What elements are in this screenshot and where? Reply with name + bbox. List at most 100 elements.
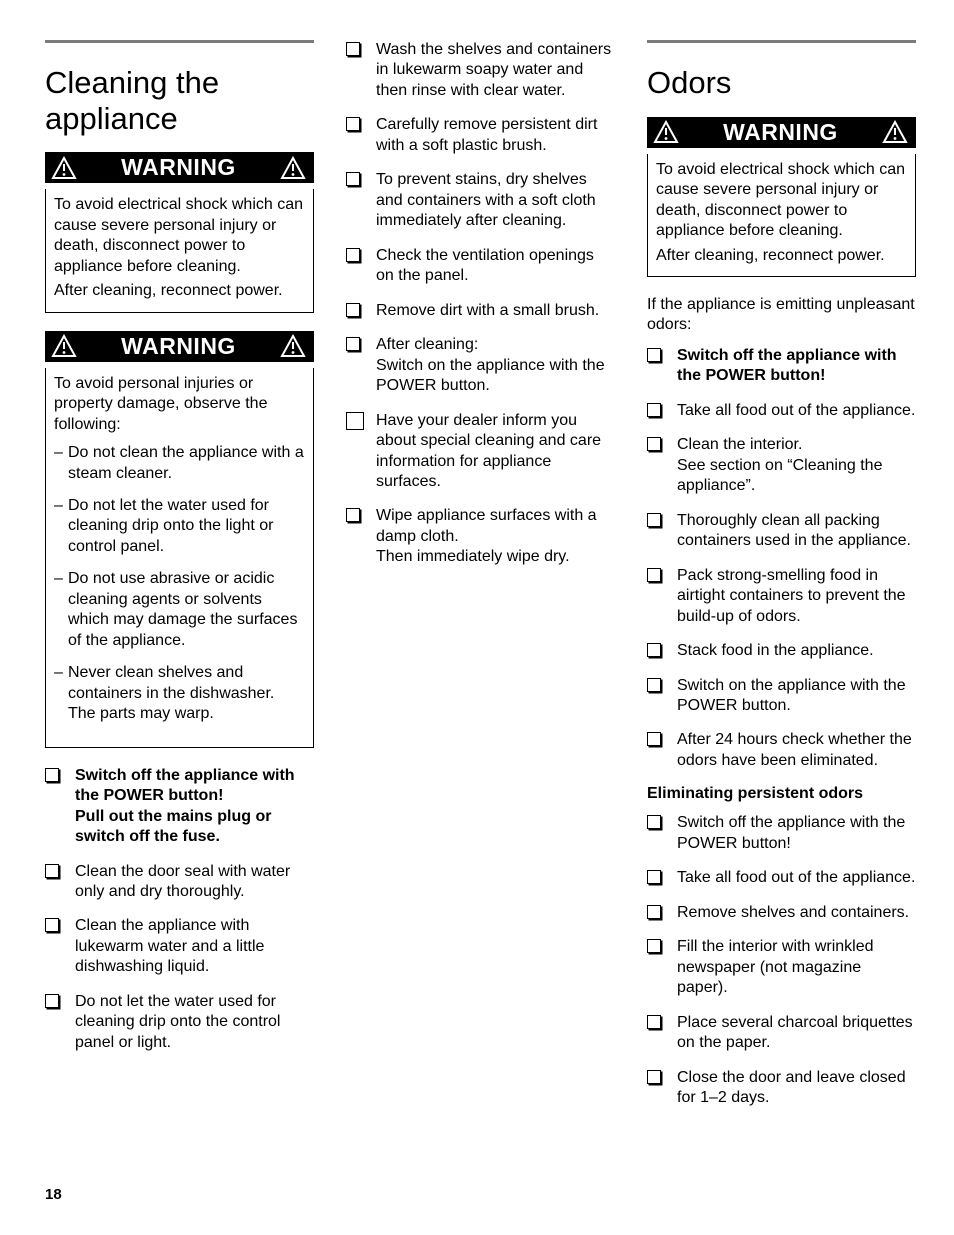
checkbox-icon — [647, 1015, 661, 1029]
list-item: Pack strong-smelling food in airtight co… — [647, 566, 916, 627]
checkbox-icon — [647, 678, 661, 692]
list-item: To prevent stains, dry shelves and conta… — [346, 170, 615, 231]
step-text: Do not let the water used for cleaning d… — [75, 993, 280, 1051]
checkbox-icon — [346, 117, 360, 131]
warning-label: WARNING — [77, 333, 280, 360]
step-text: Close the door and leave closed for 1–2 … — [677, 1069, 906, 1106]
warning-icon — [280, 156, 306, 180]
step-text: Check the ventilation openings on the pa… — [376, 247, 594, 284]
checkbox-icon — [647, 815, 661, 829]
list-item: Have your dealer inform you about specia… — [346, 411, 615, 493]
step-text: To prevent stains, dry shelves and conta… — [376, 171, 596, 229]
step-text: Take all food out of the appliance. — [677, 402, 915, 419]
warning-icon — [51, 156, 77, 180]
warning-text: To avoid personal injuries or property d… — [54, 374, 305, 435]
list-item: Do not clean the appliance with a steam … — [54, 443, 305, 484]
list-item: After 24 hours check whether the odors h… — [647, 730, 916, 771]
warning-icon — [280, 334, 306, 358]
note-box-icon — [346, 412, 364, 430]
column-rule — [45, 40, 314, 43]
list-item: Take all food out of the appliance. — [647, 868, 916, 888]
list-item: Switch on the appliance with the POWER b… — [647, 676, 916, 717]
list-item: Take all food out of the appliance. — [647, 401, 916, 421]
list-item: Switch off the appliance with the POWER … — [647, 346, 916, 387]
checkbox-icon — [647, 513, 661, 527]
checkbox-icon — [346, 303, 360, 317]
list-item: Do not use abrasive or acidic cleaning a… — [54, 569, 305, 651]
checkbox-icon — [346, 172, 360, 186]
warning-text: To avoid electrical shock which can caus… — [54, 195, 305, 277]
step-text: Switch off the appliance with the POWER … — [677, 814, 905, 851]
cleaning-steps-cont: Wash the shelves and containers in lukew… — [346, 40, 615, 568]
checkbox-icon — [45, 994, 59, 1008]
page-number: 18 — [45, 1186, 62, 1203]
list-item: Check the ventilation openings on the pa… — [346, 246, 615, 287]
checkbox-icon — [45, 768, 59, 782]
checkbox-icon — [647, 732, 661, 746]
step-text: Remove shelves and containers. — [677, 904, 909, 921]
step-text: Take all food out of the appliance. — [677, 869, 915, 886]
step-text: Stack food in the appliance. — [677, 642, 874, 659]
heading-odors: Odors — [647, 65, 916, 101]
list-item: Thoroughly clean all packing containers … — [647, 511, 916, 552]
step-text: Clean the appliance with lukewarm water … — [75, 917, 264, 975]
odors-intro: If the appliance is emitting unpleasant … — [647, 295, 916, 336]
cleaning-steps: Switch off the appliance with the POWER … — [45, 766, 314, 1054]
warning-label: WARNING — [679, 119, 882, 146]
warning-banner-1: WARNING — [45, 152, 314, 183]
step-text: Have your dealer inform you about specia… — [376, 412, 601, 490]
list-item: Place several charcoal briquettes on the… — [647, 1013, 916, 1054]
warning-text: After cleaning, reconnect power. — [656, 246, 907, 266]
list-item: Wash the shelves and containers in lukew… — [346, 40, 615, 101]
checkbox-icon — [45, 918, 59, 932]
column-1: Cleaning the appliance WARNING To avoid … — [45, 40, 314, 1123]
warning-box-3: To avoid electrical shock which can caus… — [647, 154, 916, 277]
warning-box-1: To avoid electrical shock which can caus… — [45, 189, 314, 312]
checkbox-icon — [346, 248, 360, 262]
warning-icon — [51, 334, 77, 358]
step-text: Fill the interior with wrinkled newspape… — [677, 938, 874, 996]
list-item: Stack food in the appliance. — [647, 641, 916, 661]
column-3: Odors WARNING To avoid electrical shock … — [647, 40, 916, 1123]
checkbox-icon — [346, 42, 360, 56]
list-item: Clean the door seal with water only and … — [45, 862, 314, 903]
warning-banner-2: WARNING — [45, 331, 314, 362]
subheading-persistent-odors: Eliminating persistent odors — [647, 785, 916, 803]
step-text: After cleaning:Switch on the appliance w… — [376, 336, 605, 394]
step-text: Wash the shelves and containers in lukew… — [376, 41, 611, 99]
warning-icon — [882, 120, 908, 144]
checkbox-icon — [647, 348, 661, 362]
odors-steps: Switch off the appliance with the POWER … — [647, 346, 916, 772]
checkbox-icon — [647, 437, 661, 451]
checkbox-icon — [647, 1070, 661, 1084]
step-text: Carefully remove persistent dirt with a … — [376, 116, 597, 153]
column-rule — [647, 40, 916, 43]
list-item: Close the door and leave closed for 1–2 … — [647, 1068, 916, 1109]
step-text: Switch off the appliance with the POWER … — [75, 767, 295, 845]
step-text: Pack strong-smelling food in airtight co… — [677, 567, 906, 625]
step-text: Switch off the appliance with the POWER … — [677, 347, 897, 384]
step-text: Clean the door seal with water only and … — [75, 863, 290, 900]
list-item: Wipe appliance surfaces with a damp clot… — [346, 506, 615, 567]
checkbox-icon — [647, 568, 661, 582]
list-item: Switch off the appliance with the POWER … — [647, 813, 916, 854]
list-item: Switch off the appliance with the POWER … — [45, 766, 314, 848]
warning-banner-3: WARNING — [647, 117, 916, 148]
step-text: Clean the interior.See section on “Clean… — [677, 436, 882, 494]
list-item: Clean the interior.See section on “Clean… — [647, 435, 916, 496]
list-item: After cleaning:Switch on the appliance w… — [346, 335, 615, 396]
step-text: Wipe appliance surfaces with a damp clot… — [376, 507, 597, 565]
checkbox-icon — [647, 905, 661, 919]
heading-cleaning: Cleaning the appliance — [45, 65, 314, 136]
checkbox-icon — [45, 864, 59, 878]
checkbox-icon — [647, 939, 661, 953]
list-item: Clean the appliance with lukewarm water … — [45, 916, 314, 977]
warning-label: WARNING — [77, 154, 280, 181]
warning-text: To avoid electrical shock which can caus… — [656, 160, 907, 242]
checkbox-icon — [346, 508, 360, 522]
step-text: After 24 hours check whether the odors h… — [677, 731, 912, 768]
list-item: Do not let the water used for cleaning d… — [45, 992, 314, 1053]
step-text: Place several charcoal briquettes on the… — [677, 1014, 913, 1051]
column-2: Wash the shelves and containers in lukew… — [346, 40, 615, 1123]
step-text: Switch on the appliance with the POWER b… — [677, 677, 906, 714]
